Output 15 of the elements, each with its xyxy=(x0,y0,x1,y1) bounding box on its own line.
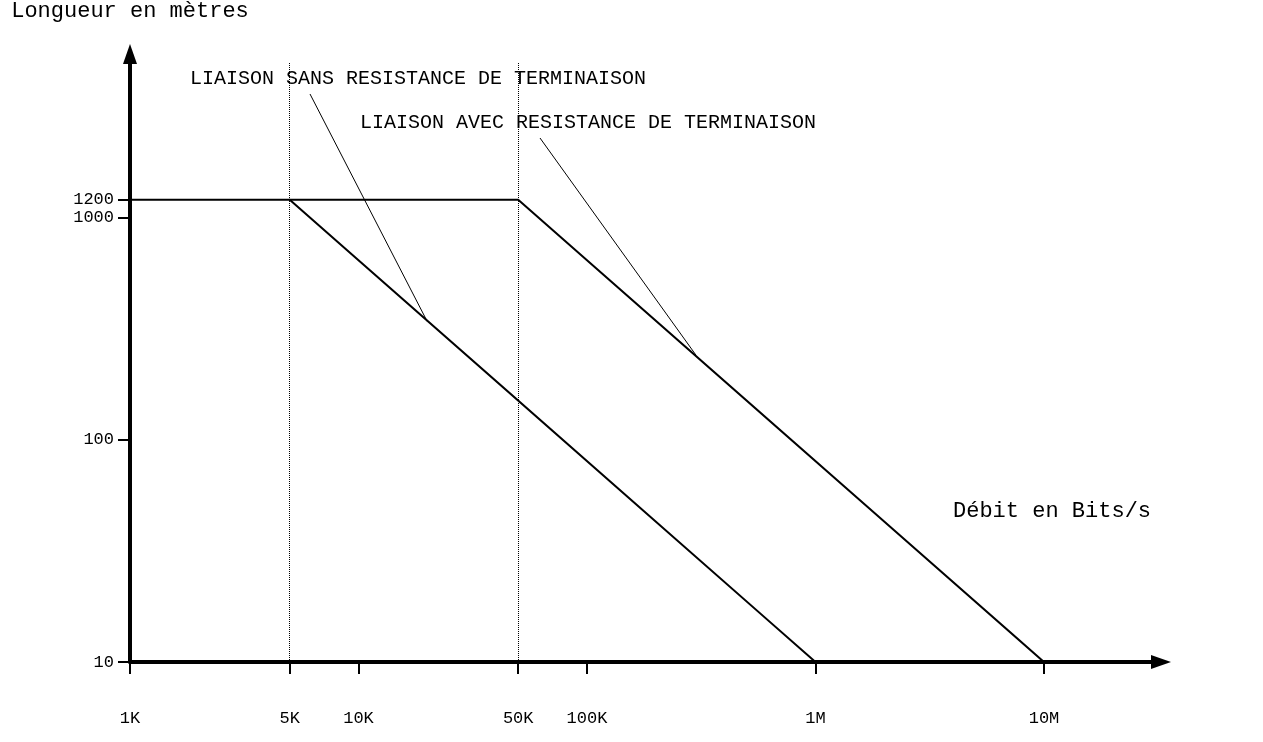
y-tick-label: 100 xyxy=(83,430,114,450)
x-tick-label: 50K xyxy=(502,709,535,728)
y-tick-label: 10 xyxy=(93,652,114,672)
y-tick-label: 1200 xyxy=(73,190,114,210)
x-tick-label: 10M xyxy=(1028,709,1060,728)
y-tick-label: 1000 xyxy=(73,207,114,227)
x-axis-title: Débit en Bits/s xyxy=(953,498,1152,524)
x-tick-label: 10K xyxy=(343,709,375,728)
annotation: LIAISON SANS RESISTANCE DE TERMINAISON xyxy=(190,66,647,90)
x-tick-label: 1M xyxy=(805,709,826,728)
annotation: LIAISON AVEC RESISTANCE DE TERMINAISON xyxy=(360,110,817,134)
x-tick-label: 1K xyxy=(119,709,141,728)
x-tick-label: 100K xyxy=(566,709,609,728)
y-axis-title: Longueur en mètres xyxy=(11,0,249,24)
x-tick-label: 5K xyxy=(279,709,301,728)
